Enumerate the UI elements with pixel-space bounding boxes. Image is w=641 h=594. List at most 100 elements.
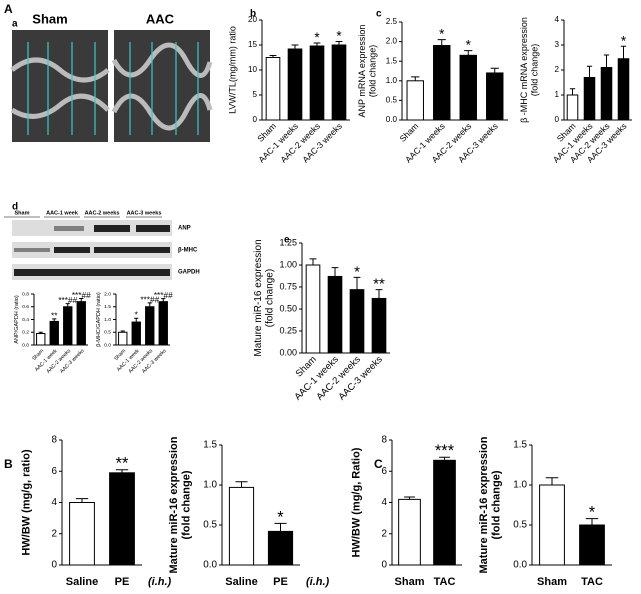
bar-chart: 0.00.51.01.52.0β-MHC/GAPDH (ratio)Sham*A…: [96, 291, 173, 375]
y-tick-label: 1: [554, 90, 559, 99]
error-bar: [331, 267, 339, 277]
blot-bands: [14, 225, 170, 276]
y-tick-label: 1.0: [203, 480, 217, 491]
y-tick-label: 0: [52, 560, 58, 571]
y-tick-label: 0.00: [279, 347, 297, 357]
bar: [118, 331, 128, 346]
bar: [131, 321, 141, 346]
x-tick-label: Sham: [397, 121, 420, 144]
y-tick-label: 2: [554, 65, 559, 74]
panel-label: c: [376, 9, 382, 20]
y-tick-label: 4: [52, 497, 58, 508]
error-bar: [603, 54, 610, 68]
significance: **: [373, 276, 385, 293]
y-tick-label: 0.0: [203, 560, 217, 571]
bar: [398, 498, 421, 566]
echo-label: AAC: [146, 11, 175, 26]
error-bar: [309, 258, 317, 265]
blot-lane-label: AAC-2 weeks: [85, 210, 120, 216]
error-bar: [38, 331, 43, 334]
blot-band-label: GAPDH: [178, 270, 200, 276]
significance: ***: [435, 442, 455, 460]
significance: ***##: [140, 295, 159, 304]
significance: *: [336, 29, 342, 44]
y-tick-label: 0.75: [279, 281, 297, 291]
bar: [109, 472, 135, 566]
y-tick-label: 0.5: [386, 96, 398, 105]
bar: [579, 524, 605, 566]
y-tick-label: 6: [382, 466, 388, 477]
y-axis-title: (fold change): [265, 269, 276, 327]
y-axis-title: (fold change): [491, 470, 503, 539]
bar-chart: 0.0 0.5 1.0 1.5 Mature miR-16 expression (fol…: [478, 436, 612, 588]
y-tick-label: 0.0: [386, 115, 398, 124]
echo-image: [12, 30, 108, 142]
y-tick-label: 0.4: [22, 317, 29, 323]
y-tick-label: 20: [248, 15, 258, 24]
error-bar: [620, 45, 627, 59]
error-bar: [274, 522, 287, 532]
y-tick-label: 1.5: [386, 56, 398, 65]
bar-chart: 0 1 2 3 4 β -MHC mRNA expression (fold change)…: [519, 15, 632, 165]
y-tick-label: 4: [554, 15, 559, 24]
panel-label: d: [12, 202, 18, 213]
y-axis-title: Mature miR-16 expression: [168, 436, 180, 573]
error-bar: [235, 481, 248, 488]
error-bar: [569, 88, 576, 95]
y-tick-label: 1.5: [104, 304, 111, 310]
panel-label: B: [4, 457, 13, 471]
y-tick-label: 4: [382, 497, 388, 508]
y-tick-label: 2.5: [386, 17, 398, 26]
y-tick-label: 1.0: [386, 76, 398, 85]
error-bar: [134, 317, 139, 323]
bar: [36, 333, 46, 346]
y-tick-label: 6: [52, 466, 58, 477]
y-tick-label: 1.5: [203, 440, 217, 451]
y-tick-label: 0.50: [279, 303, 297, 313]
bar: [566, 94, 579, 121]
y-tick-label: 1.00: [279, 259, 297, 269]
bar: [158, 301, 168, 346]
bar: [433, 459, 456, 566]
y-tick-label: 8: [52, 435, 58, 446]
error-bar: [313, 42, 321, 46]
error-bar: [353, 276, 361, 290]
significance: *: [589, 503, 596, 521]
bar: [49, 320, 59, 346]
y-axis-title: Mature miR-16 expression: [478, 436, 490, 573]
echo-wall: [111, 42, 213, 131]
panel-label: a: [12, 19, 18, 30]
panel-label: C: [374, 457, 383, 471]
blot-lane-label: AAC-3 weeks: [127, 210, 162, 216]
y-tick-label: 0.0: [22, 342, 29, 348]
significance: *: [135, 311, 139, 320]
y-tick-label: 3: [554, 40, 559, 49]
error-bar: [335, 41, 343, 45]
error-bar: [585, 518, 599, 525]
bar: [76, 301, 86, 346]
significance: **: [116, 455, 129, 473]
y-tick-label: 1.0: [104, 317, 111, 323]
x-tick-label: PE: [115, 576, 130, 588]
y-axis-title: LVW/TL(mg/mm) ratio: [228, 26, 238, 114]
y-tick-label: 2.0: [386, 37, 398, 46]
error-bar: [586, 65, 593, 78]
y-tick-label: 1.0: [513, 480, 527, 491]
bar: [617, 58, 630, 121]
y-tick-label: 0.0: [104, 342, 111, 348]
y-tick-label: 0.25: [279, 325, 297, 335]
bar: [327, 275, 343, 354]
error-bar: [75, 498, 89, 503]
error-bar: [490, 67, 499, 73]
error-bar: [269, 55, 277, 58]
y-tick-label: 0.5: [203, 520, 217, 531]
panel-label: b: [250, 9, 256, 20]
blot-lane-label: AAC-1 week: [46, 210, 79, 216]
error-bar: [411, 76, 420, 81]
y-tick-label: 0.5: [513, 520, 527, 531]
y-tick-label: 0: [382, 560, 388, 571]
y-tick-label: 10: [248, 65, 258, 74]
y-axis-title: (fold change): [368, 45, 378, 98]
